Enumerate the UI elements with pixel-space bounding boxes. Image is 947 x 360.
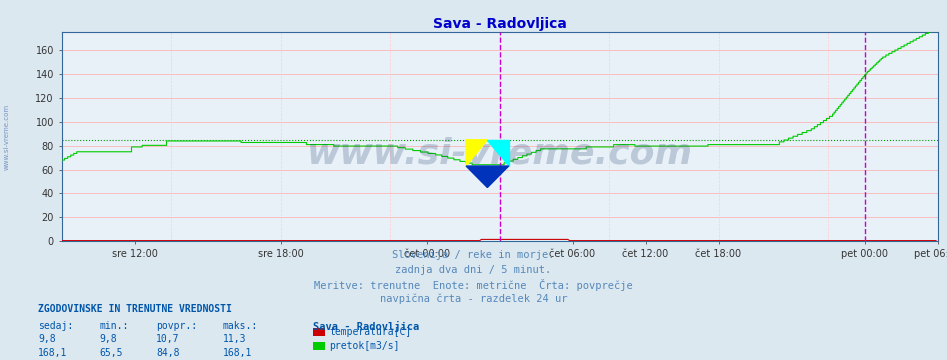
Text: navpična črta - razdelek 24 ur: navpična črta - razdelek 24 ur (380, 293, 567, 304)
Text: Meritve: trenutne  Enote: metrične  Črta: povprečje: Meritve: trenutne Enote: metrične Črta: … (314, 279, 633, 291)
Text: 9,8: 9,8 (99, 334, 117, 344)
Text: Sava - Radovljica: Sava - Radovljica (313, 321, 419, 332)
Text: www.si-vreme.com: www.si-vreme.com (307, 136, 692, 171)
Text: pretok[m3/s]: pretok[m3/s] (330, 341, 400, 351)
Text: sedaj:: sedaj: (38, 321, 73, 331)
Title: Sava - Radovljica: Sava - Radovljica (433, 17, 566, 31)
Text: povpr.:: povpr.: (156, 321, 197, 331)
Text: 9,8: 9,8 (38, 334, 56, 344)
Text: www.si-vreme.com: www.si-vreme.com (4, 104, 9, 170)
Text: 10,7: 10,7 (156, 334, 180, 344)
Text: 168,1: 168,1 (38, 348, 67, 359)
Polygon shape (466, 140, 488, 166)
Text: 168,1: 168,1 (223, 348, 252, 359)
Text: 84,8: 84,8 (156, 348, 180, 359)
Polygon shape (488, 140, 509, 166)
Polygon shape (466, 166, 509, 188)
Text: temperatura[C]: temperatura[C] (330, 327, 412, 337)
Text: 11,3: 11,3 (223, 334, 246, 344)
Text: ZGODOVINSKE IN TRENUTNE VREDNOSTI: ZGODOVINSKE IN TRENUTNE VREDNOSTI (38, 304, 232, 314)
Text: maks.:: maks.: (223, 321, 258, 331)
Text: zadnja dva dni / 5 minut.: zadnja dva dni / 5 minut. (396, 265, 551, 275)
Text: 65,5: 65,5 (99, 348, 123, 359)
Text: Slovenija / reke in morje.: Slovenija / reke in morje. (392, 250, 555, 260)
Text: min.:: min.: (99, 321, 129, 331)
